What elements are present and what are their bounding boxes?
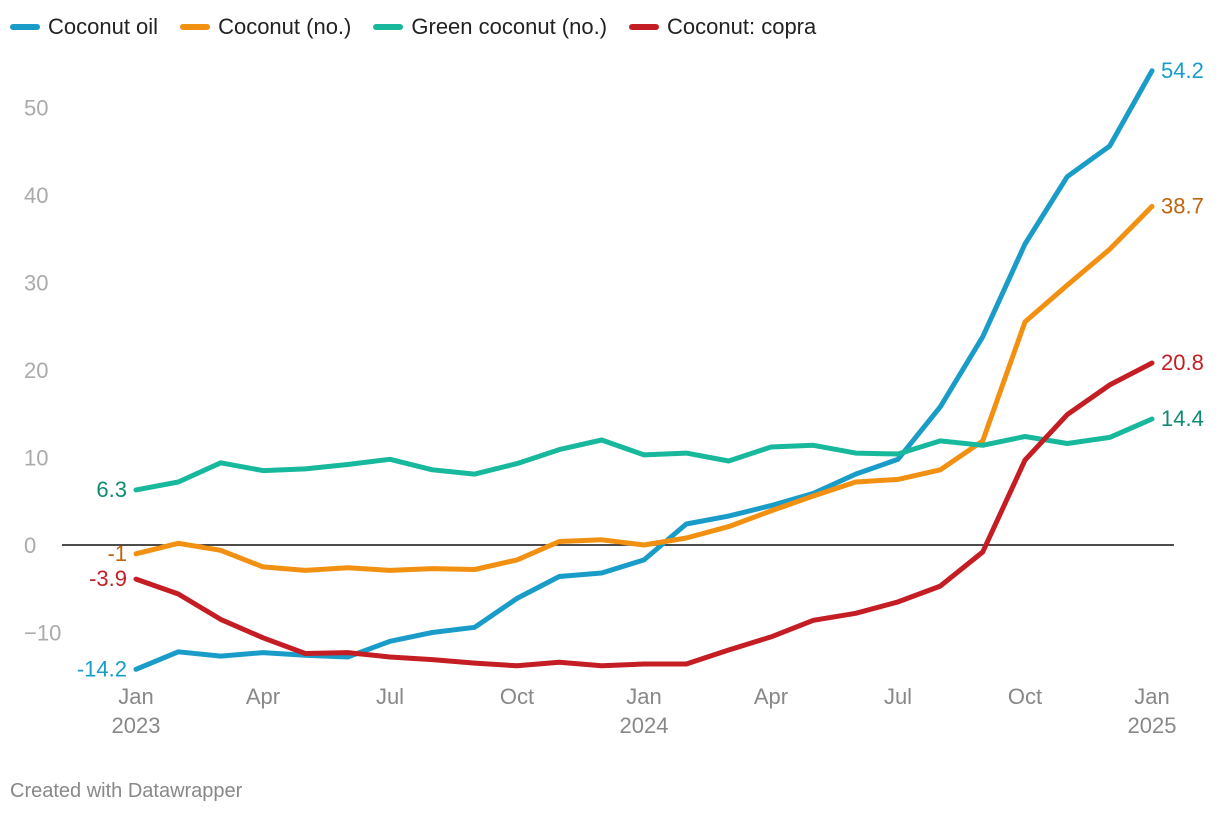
series-start-label: 6.3 <box>96 477 127 502</box>
y-tick-label: −10 <box>24 621 61 646</box>
y-tick-label: 50 <box>24 96 48 121</box>
x-tick-label: Oct <box>500 684 534 709</box>
series-end-label: 54.2 <box>1161 58 1204 83</box>
x-tick-label: Jan <box>118 684 153 709</box>
series-lines <box>133 68 1155 672</box>
series-line <box>133 68 1155 672</box>
x-tick-year-label: 2023 <box>112 713 161 738</box>
legend-swatch <box>629 24 660 30</box>
series-end-label: 20.8 <box>1161 350 1204 375</box>
x-tick-label: Oct <box>1008 684 1042 709</box>
series-start-label: -3.9 <box>89 566 127 591</box>
y-tick-label: 40 <box>24 183 48 208</box>
x-axis: Jan 2023 Apr Jul Oct Jan 2024 Apr Jul Oct Jan 2025 <box>112 684 1177 738</box>
legend-label: Coconut oil <box>48 14 159 39</box>
series-start-label: -1 <box>107 541 127 566</box>
y-tick-label: 10 <box>24 446 48 471</box>
series-line <box>133 416 1155 493</box>
y-tick-label: 30 <box>24 271 48 296</box>
series-start-label: -14.2 <box>77 656 127 681</box>
legend-item: Coconut: copra <box>629 14 816 40</box>
legend-item: Green coconut (no.) <box>373 14 607 40</box>
legend: Coconut oil Coconut (no.) Green coconut (n… <box>10 14 816 40</box>
x-tick-label: Jul <box>376 684 404 709</box>
credit-text: Created with Datawrapper <box>10 780 243 802</box>
x-tick-label: Jan <box>626 684 661 709</box>
series-line <box>133 203 1155 573</box>
x-tick-year-label: 2025 <box>1128 713 1177 738</box>
legend-swatch <box>373 24 404 30</box>
legend-label: Coconut: copra <box>667 14 817 39</box>
x-tick-year-label: 2024 <box>620 713 669 738</box>
y-axis: 50 40 30 20 10 0 −10 <box>24 96 1174 646</box>
legend-swatch <box>180 24 211 30</box>
x-tick-label: Jul <box>884 684 912 709</box>
x-tick-label: Apr <box>246 684 280 709</box>
legend-label: Green coconut (no.) <box>411 14 608 39</box>
legend-item: Coconut oil <box>10 14 158 40</box>
series-end-label: 38.7 <box>1161 193 1204 218</box>
y-tick-label: 0 <box>24 533 36 558</box>
legend-label: Coconut (no.) <box>218 14 352 39</box>
y-tick-label: 20 <box>24 358 48 383</box>
series-end-label: 14.4 <box>1161 406 1204 431</box>
series-line <box>133 360 1155 669</box>
legend-swatch <box>10 24 40 30</box>
legend-item: Coconut (no.) <box>180 14 351 40</box>
value-labels: -14.2 54.2 -1 38.7 6.3 14.4 -3.9 20.8 <box>77 58 1204 682</box>
x-tick-label: Apr <box>754 684 788 709</box>
x-tick-label: Jan <box>1134 684 1169 709</box>
